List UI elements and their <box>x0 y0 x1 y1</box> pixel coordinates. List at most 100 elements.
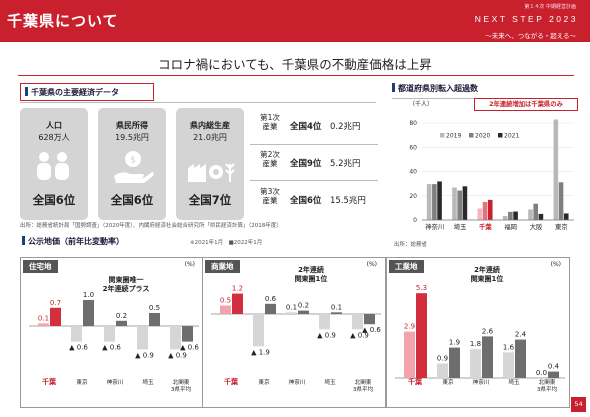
bar-2021 <box>437 181 442 220</box>
y-tick-label: 60 <box>409 144 417 151</box>
bar-2021年1月 <box>38 323 49 326</box>
data-label: 0.6 <box>265 295 277 303</box>
category-label: 埼玉 <box>324 378 336 386</box>
migration-section-label: 都道府県別転入超過数 <box>392 83 478 94</box>
svg-text:$: $ <box>130 156 136 166</box>
data-label: ▲ 0.6 <box>102 344 121 352</box>
bar-2021 <box>513 211 518 220</box>
bar-2020 <box>508 211 513 220</box>
bar-2022年1月 <box>83 300 94 326</box>
x-tick-label: 埼玉 <box>454 222 467 231</box>
category-label: 東京 <box>258 378 270 386</box>
bar-2022年1月 <box>449 347 460 378</box>
headline: コロナ禍においても、千葉県の不動産価格は上昇 <box>158 57 432 72</box>
data-label: ▲ 0.9 <box>135 351 154 359</box>
legend-swatch <box>440 133 445 138</box>
legend-label: 2021 <box>504 133 519 140</box>
x-tick-label: 東京 <box>555 222 568 231</box>
industry-rank: 全国4位 <box>290 122 322 132</box>
category-label: 神奈川 <box>473 378 490 386</box>
panel-title: 工業地 <box>389 260 424 273</box>
data-label: 0.0 <box>536 369 547 377</box>
production-row-tertiary: 第3次 産業 全国6位 15.5兆円 <box>248 184 378 216</box>
data-label: 0.1 <box>38 314 49 322</box>
kpi-card-population: 人口 628万人 全国6位 <box>20 108 88 220</box>
panel-title: 商業地 <box>205 260 240 273</box>
data-label: 0.2 <box>298 302 309 310</box>
section-divider <box>20 102 376 103</box>
migration-source: 出所：総務省 <box>394 242 428 248</box>
bar-2021年1月 <box>536 378 547 379</box>
legend-swatch <box>498 133 503 138</box>
category-label: 3県平均 <box>171 385 192 393</box>
category-label: 埼玉 <box>142 378 154 386</box>
data-label: 5.3 <box>416 284 427 292</box>
bar-2021年1月 <box>71 326 82 342</box>
panel-unit: (%) <box>366 261 377 268</box>
bar-2022年1月 <box>548 371 559 378</box>
bar-2022年1月 <box>116 320 127 326</box>
data-label: ▲ 0.6 <box>180 344 199 352</box>
kpi-card-gdp: 県内総生産 21.0兆円 全国7位 <box>176 108 244 220</box>
bar-2021年1月 <box>104 326 115 342</box>
category-label: 3県平均 <box>537 385 558 393</box>
page-number: 54 <box>571 397 586 412</box>
bar-2022年1月 <box>232 293 243 314</box>
headline-rule <box>18 75 574 76</box>
kpi-rank: 全国6位 <box>32 193 76 207</box>
panel-note: 2年連続 関東圏1位 <box>470 266 504 283</box>
y-tick-label: 20 <box>409 193 417 200</box>
kpi-card-income: 県民所得 19.5兆円 $ 全国6位 <box>98 108 166 220</box>
kpi-name: 人口 <box>46 121 62 130</box>
commercial-panel: 0.5 1.2 千葉 ▲ 1.9 0.6 東京 0.1 0.2 神奈川 ▲ 0.9 0.1 埼玉 ▲ 0… <box>202 257 386 408</box>
industry-name: 第1次 産業 <box>260 113 280 131</box>
x-tick-label: 福岡 <box>504 222 517 231</box>
bar-2022年1月 <box>416 293 427 378</box>
bar-2021年1月 <box>470 349 481 378</box>
data-label: ▲ 1.9 <box>251 348 270 356</box>
economy-section-label: 千葉県の主要経済データ <box>20 83 154 101</box>
industry-amount: 0.2兆円 <box>330 122 361 132</box>
production-row-primary: 第1次 産業 全国4位 0.2兆円 <box>248 110 378 142</box>
bar-2022年1月 <box>265 303 276 314</box>
row-divider <box>250 180 378 181</box>
bar-2021 <box>487 199 493 220</box>
bar-2019 <box>426 184 432 220</box>
page-title: 千葉県について <box>7 12 119 30</box>
industry-name: 第3次 産業 <box>260 187 280 205</box>
public-price-section-label: 公示地価（前年比変動率） <box>22 236 124 247</box>
bar-2021年1月 <box>352 314 363 330</box>
data-label: 0.4 <box>548 363 560 371</box>
bar-2020 <box>482 201 488 220</box>
industry-icon <box>188 163 235 182</box>
money-hand-icon: $ <box>114 151 154 183</box>
bar-2019 <box>502 215 508 220</box>
row-divider <box>250 144 378 145</box>
category-label: 3県平均 <box>353 385 374 393</box>
section-marker <box>22 236 25 245</box>
panel-unit: (%) <box>184 261 195 268</box>
bar-2022年1月 <box>182 326 193 342</box>
plan-reference: 第１４次 中期経営計画 <box>524 4 576 10</box>
public-price-label-text: 公示地価（前年比変動率） <box>28 237 124 246</box>
category-label: 東京 <box>76 378 88 386</box>
data-label: ▲ 0.9 <box>350 331 369 339</box>
data-label: ▲ 0.9 <box>168 351 187 359</box>
industry-rank: 全国9位 <box>290 159 322 169</box>
bar-2020 <box>558 182 564 220</box>
bar-2019 <box>477 208 483 220</box>
panel-note: 関東圏唯一 2年連続プラス <box>102 276 150 293</box>
bar-2021年1月 <box>253 314 264 347</box>
economy-label-text: 千葉県の主要経済データ <box>31 88 119 97</box>
next-step-logo: NEXT STEP 2023 <box>474 14 578 24</box>
data-label: ▲ 0.6 <box>69 344 88 352</box>
data-label: 2.9 <box>404 323 415 331</box>
migration-unit: （千人） <box>409 101 434 108</box>
x-tick-label: 神奈川 <box>425 222 444 231</box>
x-tick-label: 千葉 <box>479 222 492 231</box>
industry-rank: 全国6位 <box>290 196 322 206</box>
y-tick-label: 40 <box>409 169 417 176</box>
bar-2020 <box>432 184 437 220</box>
kpi-name: 県内総生産 <box>190 121 230 130</box>
kpi-value: 628万人 <box>38 133 70 142</box>
